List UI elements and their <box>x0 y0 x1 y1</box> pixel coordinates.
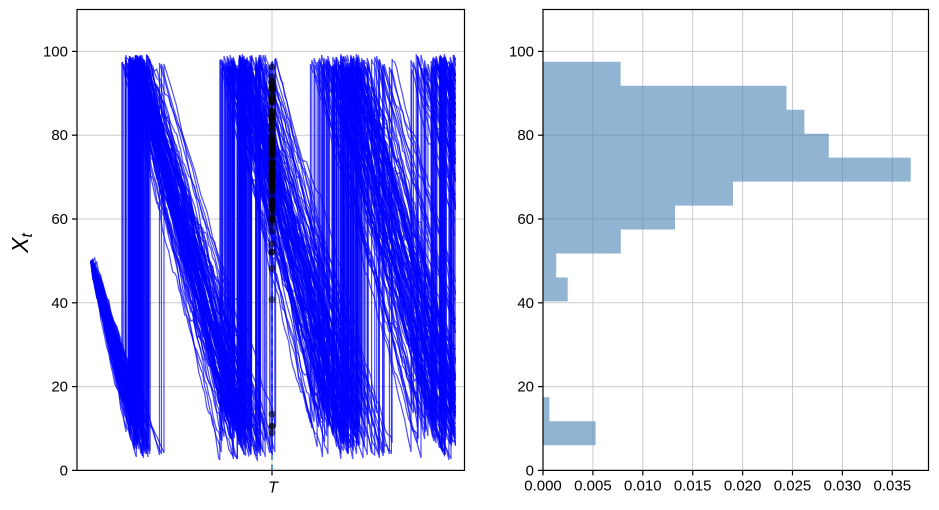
svg-text:0.030: 0.030 <box>824 477 862 494</box>
svg-text:0.010: 0.010 <box>624 477 662 494</box>
svg-text:0.015: 0.015 <box>674 477 712 494</box>
svg-text:40: 40 <box>51 295 68 312</box>
svg-text:80: 80 <box>51 127 68 144</box>
svg-text:20: 20 <box>517 379 534 396</box>
svg-text:0.020: 0.020 <box>724 477 762 494</box>
svg-text:100: 100 <box>509 43 534 60</box>
svg-text:40: 40 <box>517 295 534 312</box>
svg-text:0.035: 0.035 <box>874 477 912 494</box>
svg-text:0: 0 <box>526 462 534 479</box>
svg-text:0.000: 0.000 <box>524 477 562 494</box>
svg-text:60: 60 <box>51 211 68 228</box>
svg-text:60: 60 <box>517 211 534 228</box>
svg-text:T: T <box>268 479 279 496</box>
svg-text:20: 20 <box>51 379 68 396</box>
svg-text:Xt: Xt <box>7 233 36 254</box>
svg-text:0.025: 0.025 <box>774 477 812 494</box>
svg-text:0: 0 <box>60 462 68 479</box>
svg-text:0.005: 0.005 <box>574 477 612 494</box>
svg-text:100: 100 <box>43 43 68 60</box>
svg-text:80: 80 <box>517 127 534 144</box>
